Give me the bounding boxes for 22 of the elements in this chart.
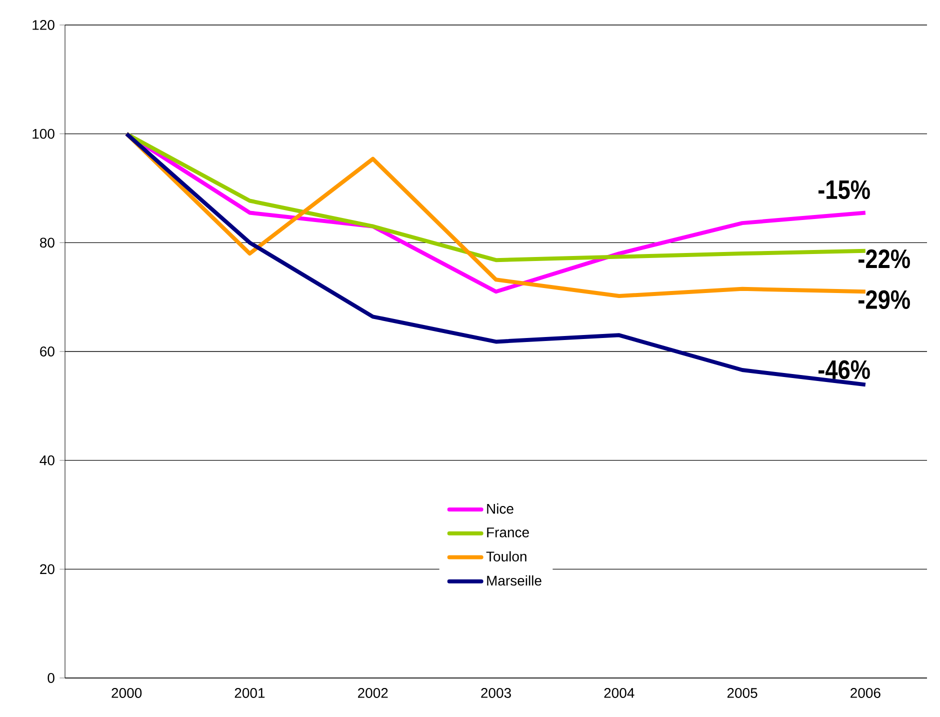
x-tick-label: 2000 (112, 688, 142, 698)
annotation: -22% (858, 249, 910, 268)
y-tick-label: 100 (32, 128, 54, 139)
y-tick-label: 20 (40, 564, 54, 574)
legend-label: Marseille (487, 575, 542, 586)
legend-label: Nice (487, 503, 514, 514)
x-tick-label: 2001 (234, 688, 265, 698)
x-tick-label: 2003 (481, 688, 511, 698)
annotation: -46% (818, 360, 870, 380)
legend-label: Toulon (486, 551, 526, 562)
y-tick-label: 40 (40, 455, 54, 466)
x-tick-label: 2004 (604, 688, 634, 698)
x-tick-label: 2006 (850, 688, 880, 698)
y-tick-label: 0 (48, 673, 54, 683)
annotation: -29% (858, 290, 910, 310)
legend-label: France (487, 528, 529, 538)
y-tick-label: 80 (40, 238, 54, 248)
y-tick-label: 120 (32, 20, 54, 30)
x-tick-label: 2002 (358, 688, 388, 698)
y-tick-label: 60 (40, 346, 54, 356)
annotation: -15% (818, 180, 870, 200)
x-tick-label: 2005 (727, 688, 758, 698)
